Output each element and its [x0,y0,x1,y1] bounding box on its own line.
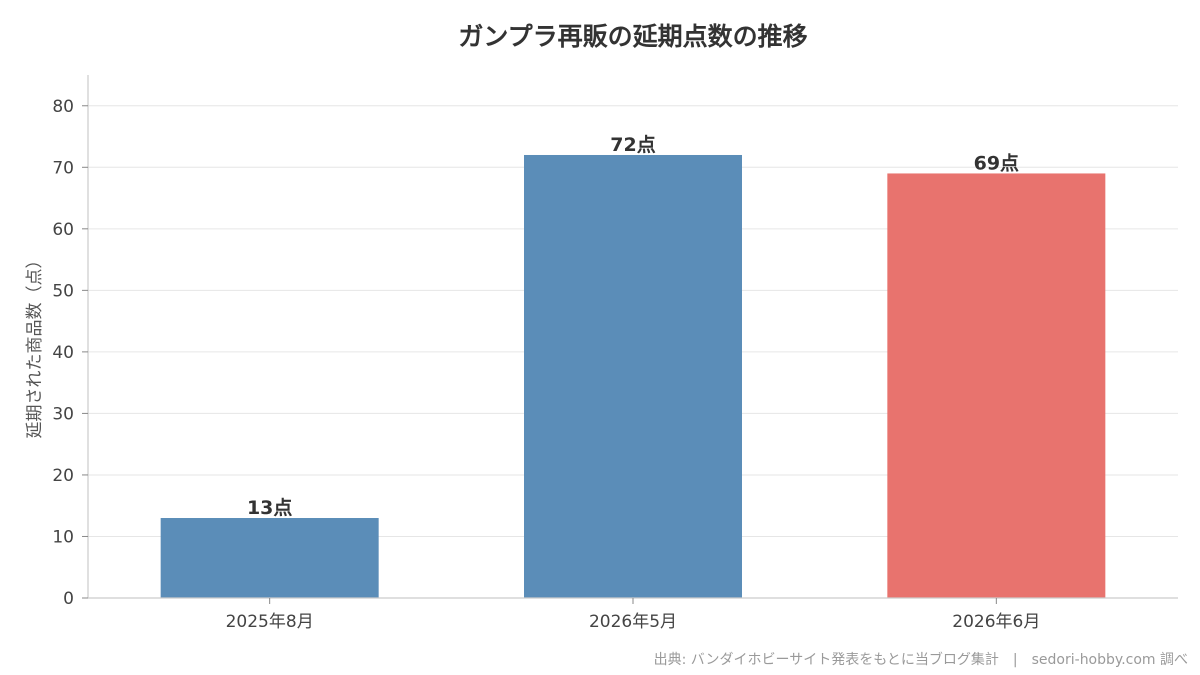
y-tick-label: 80 [52,97,74,117]
y-tick-label: 40 [52,343,74,363]
x-tick-label: 2025年8月 [226,612,314,632]
bar-value-label: 69点 [974,152,1019,174]
bars [160,154,1106,599]
chart-title: ガンプラ再販の延期点数の推移 [458,22,807,51]
data-labels: 13点 72点 69点 [247,134,1019,519]
bar [160,518,379,598]
y-tick-label: 70 [52,158,74,178]
bar-value-label: 13点 [247,497,292,519]
bar-value-label: 72点 [610,134,655,156]
y-tick-label: 50 [52,281,74,301]
y-tick-label: 30 [52,404,74,424]
y-tick-label: 20 [52,466,74,486]
y-tick-label: 60 [52,220,74,240]
y-tick-label: 0 [63,589,74,609]
x-tick-label: 2026年5月 [589,612,677,632]
y-ticks: 0 10 20 30 40 50 60 70 80 [52,97,88,609]
y-axis-label: 延期された商品数（点） [25,252,45,439]
x-ticks: 2025年8月 2026年5月 2026年6月 [226,598,1040,632]
source-note: 出典: バンダイホビーサイト発表をもとに当ブログ集計 | sedori-hobb… [654,651,1188,668]
bar [524,154,742,599]
bar [887,173,1106,598]
y-tick-label: 10 [52,527,74,547]
x-tick-label: 2026年6月 [952,612,1040,632]
